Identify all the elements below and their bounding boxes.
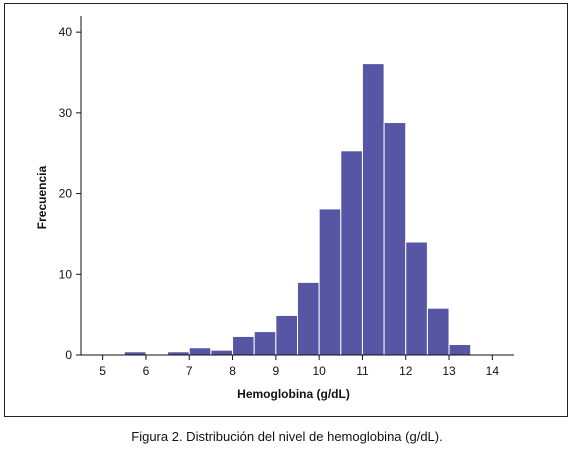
histogram-bar [232, 335, 255, 356]
x-tick-label: 12 [399, 364, 413, 378]
histogram-bar [275, 314, 299, 356]
x-tick-label: 5 [99, 364, 106, 378]
x-tick-label: 10 [312, 364, 326, 378]
x-tick-label: 8 [229, 364, 236, 378]
histogram-bar [318, 208, 342, 356]
y-tick-label: 0 [65, 348, 72, 362]
histogram-bar [448, 344, 472, 356]
y-axis-title: Frecuencia [35, 165, 49, 229]
y-axis-ticks: 0 10 20 30 40 [59, 25, 81, 362]
histogram-chart: 5 6 7 8 9 10 11 12 13 14 0 10 20 30 40 Hemoglobina (g… [35, 16, 514, 401]
histogram-bars [123, 63, 472, 356]
x-axis-title: Hemoglobina (g/dL) [237, 387, 350, 401]
x-tick-label: 13 [442, 364, 456, 378]
histogram-bar [210, 349, 234, 356]
histogram-bar [253, 331, 277, 356]
x-axis-ticks: 5 6 7 8 9 10 11 12 13 14 [99, 355, 499, 378]
histogram-bar [297, 281, 320, 356]
figure-caption: Figura 2. Distribución del nivel de hemo… [131, 429, 443, 444]
histogram-bar [383, 122, 407, 356]
y-tick-label: 20 [59, 187, 73, 201]
histogram-bar [361, 63, 385, 356]
y-tick-label: 30 [59, 106, 73, 120]
x-tick-label: 14 [486, 364, 500, 378]
chart-axes [80, 16, 514, 356]
x-tick-label: 9 [273, 364, 280, 378]
x-tick-label: 11 [356, 364, 369, 378]
histogram-bar [188, 347, 212, 356]
y-tick-label: 40 [59, 25, 73, 39]
histogram-bar [340, 150, 363, 356]
x-tick-label: 6 [143, 364, 150, 378]
x-tick-label: 7 [186, 364, 193, 378]
y-tick-label: 10 [59, 267, 73, 281]
histogram-bar [405, 241, 428, 356]
histogram-bar [426, 307, 450, 356]
